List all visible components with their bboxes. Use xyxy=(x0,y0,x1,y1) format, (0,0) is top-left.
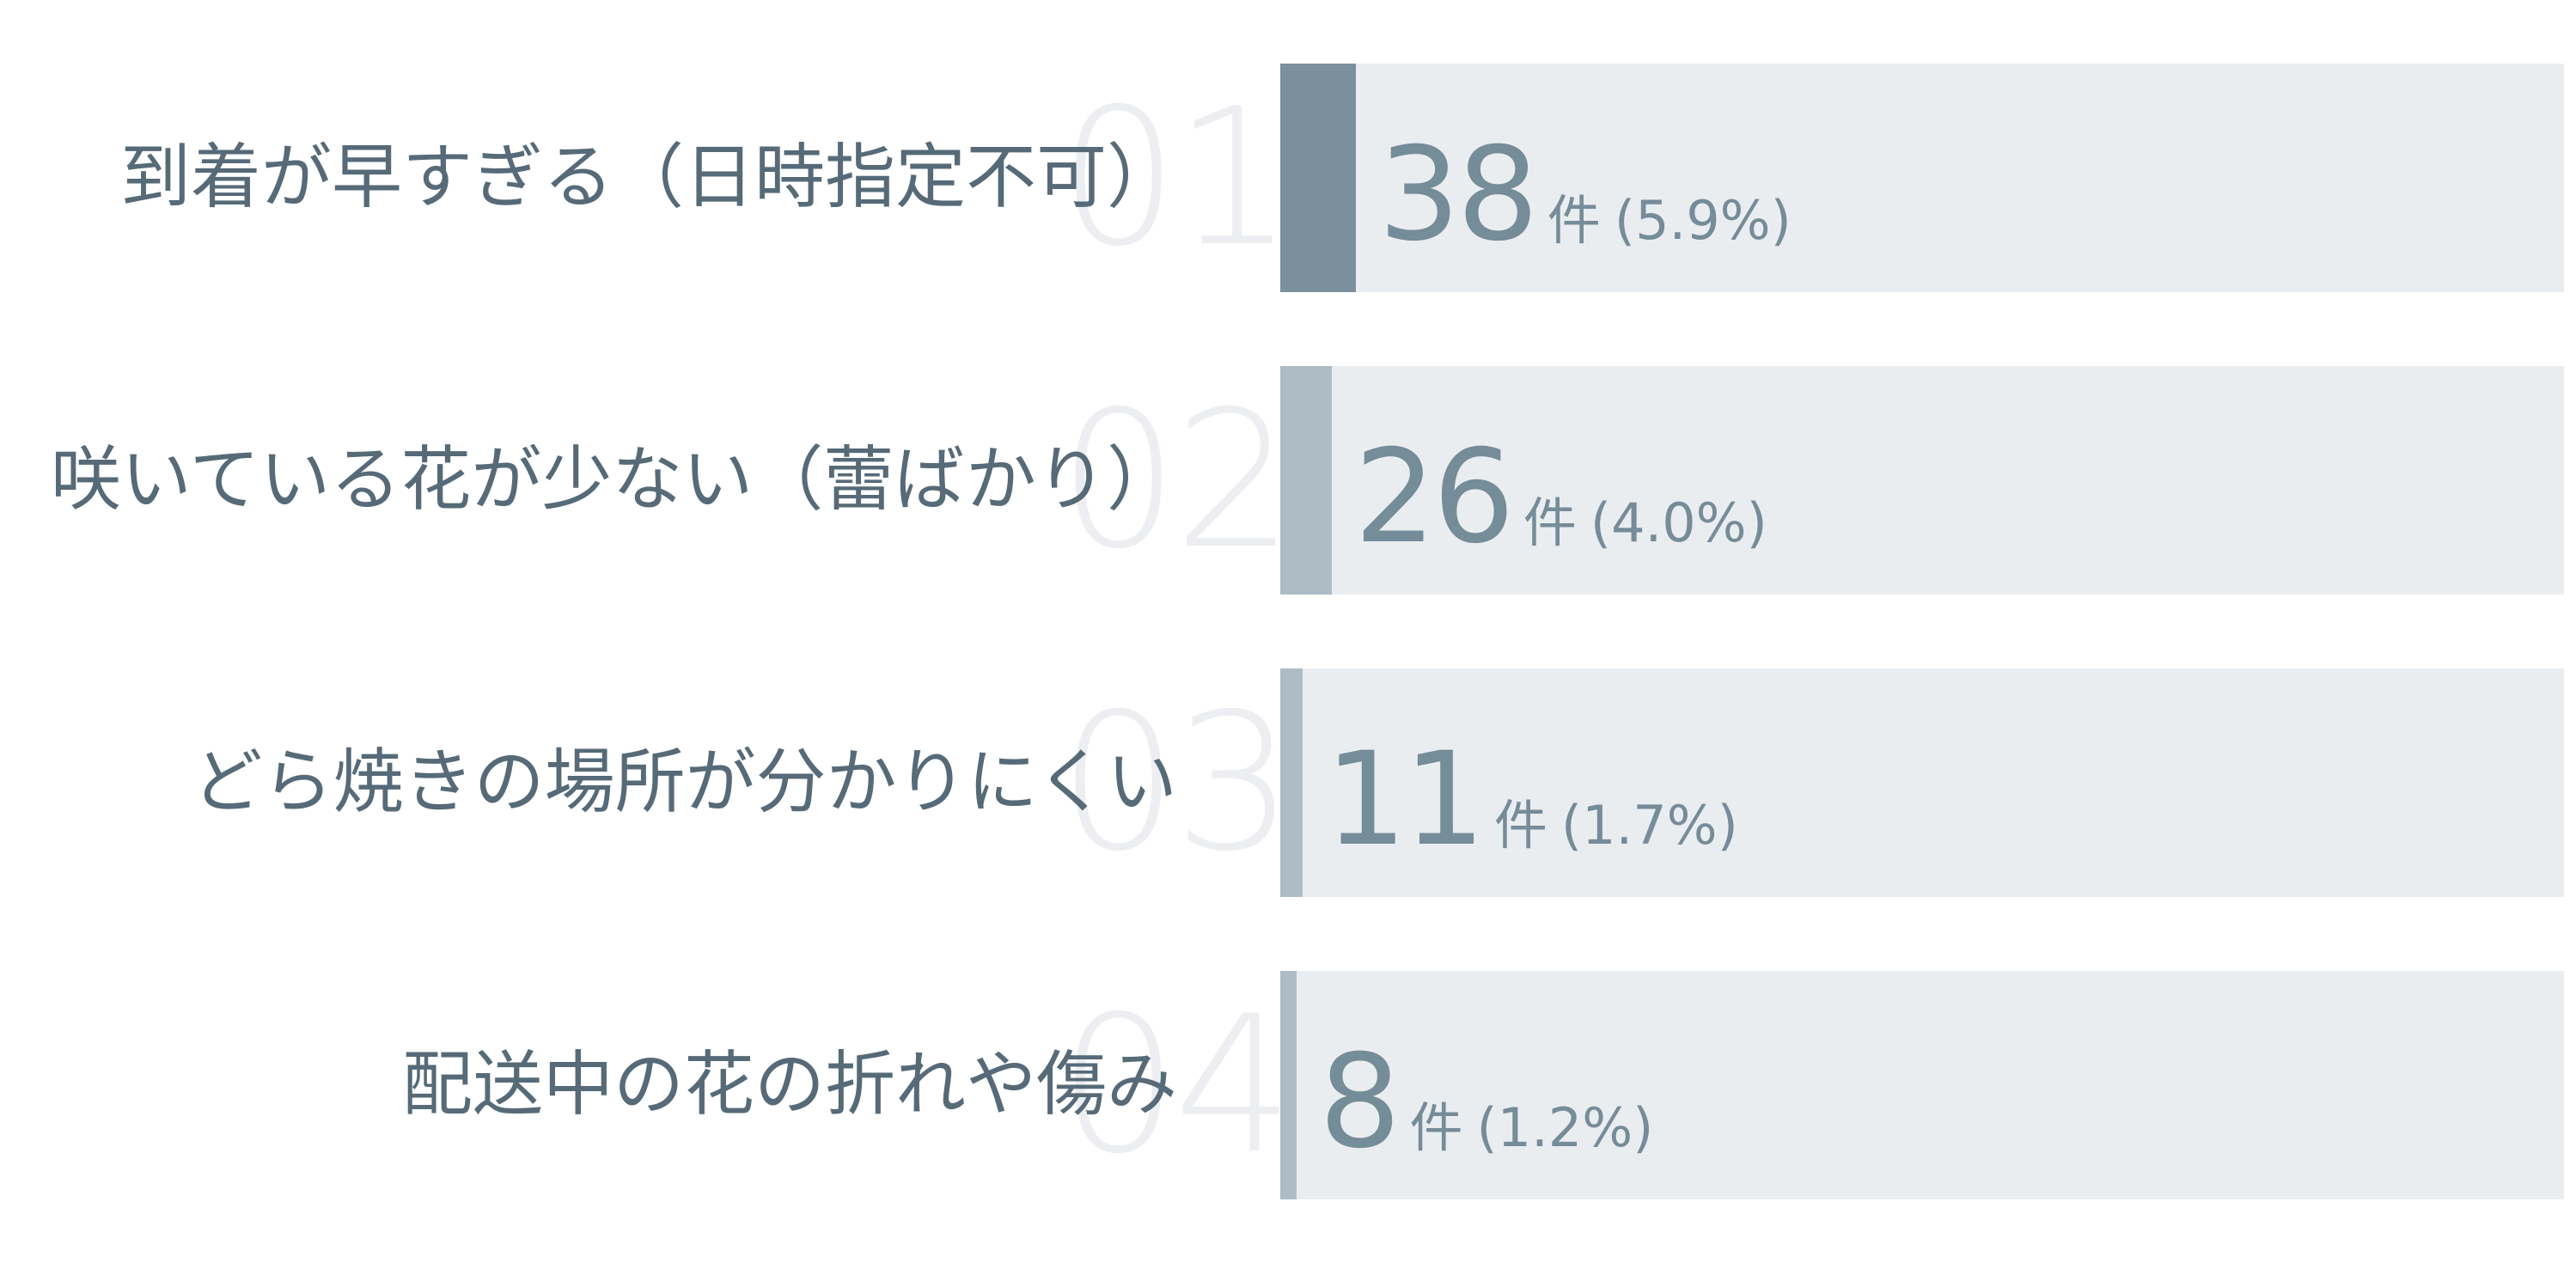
bar-track: 38 件 (5.9%) xyxy=(1280,64,2564,292)
bar-fill xyxy=(1280,366,1332,595)
category-label: 到着が早すぎる（日時指定不可） xyxy=(119,137,1177,218)
bar-fill xyxy=(1280,64,1356,292)
bar-track: 26 件 (4.0%) xyxy=(1280,366,2564,595)
value-percent: (4.0%) xyxy=(1590,491,1767,554)
value-percent: (1.7%) xyxy=(1560,794,1738,857)
value-number: 26 xyxy=(1354,423,1515,572)
bar-fill xyxy=(1280,668,1303,897)
value-number: 38 xyxy=(1378,120,1539,270)
value-percent: (5.9%) xyxy=(1614,189,1792,252)
bar-fill xyxy=(1280,971,1297,1199)
rank-number: 01 xyxy=(1059,68,1294,288)
value-label-group: 26 件 (4.0%) xyxy=(1354,433,1767,562)
chart-row: 03 どら焼きの場所が分かりにくい 11 件 (1.7%) xyxy=(0,668,2576,897)
value-unit: 件 xyxy=(1409,1096,1463,1159)
value-unit: 件 xyxy=(1523,491,1577,554)
chart-row: 04 配送中の花の折れや傷み 8 件 (1.2%) xyxy=(0,971,2576,1199)
rank-number: 02 xyxy=(1059,370,1294,590)
value-unit: 件 xyxy=(1493,794,1547,857)
value-unit: 件 xyxy=(1547,189,1601,252)
value-number: 11 xyxy=(1325,725,1486,875)
category-label: 配送中の花の折れや傷み xyxy=(401,1044,1177,1126)
category-label: どら焼きの場所が分かりにくい xyxy=(192,741,1177,823)
category-label: 咲いている花が少ない（蕾ばかり） xyxy=(50,439,1177,521)
value-number: 8 xyxy=(1319,1028,1401,1177)
chart-row: 02 咲いている花が少ない（蕾ばかり） 26 件 (4.0%) xyxy=(0,366,2576,595)
value-label-group: 38 件 (5.9%) xyxy=(1378,131,1792,259)
value-label-group: 11 件 (1.7%) xyxy=(1325,735,1738,864)
bar-track: 8 件 (1.2%) xyxy=(1280,971,2564,1199)
chart-row: 01 到着が早すぎる（日時指定不可） 38 件 (5.9%) xyxy=(0,64,2576,292)
bar-track: 11 件 (1.7%) xyxy=(1280,668,2564,897)
rank-number: 03 xyxy=(1059,673,1294,893)
value-label-group: 8 件 (1.2%) xyxy=(1319,1038,1653,1167)
value-percent: (1.2%) xyxy=(1476,1096,1654,1159)
rank-number: 04 xyxy=(1059,975,1294,1195)
